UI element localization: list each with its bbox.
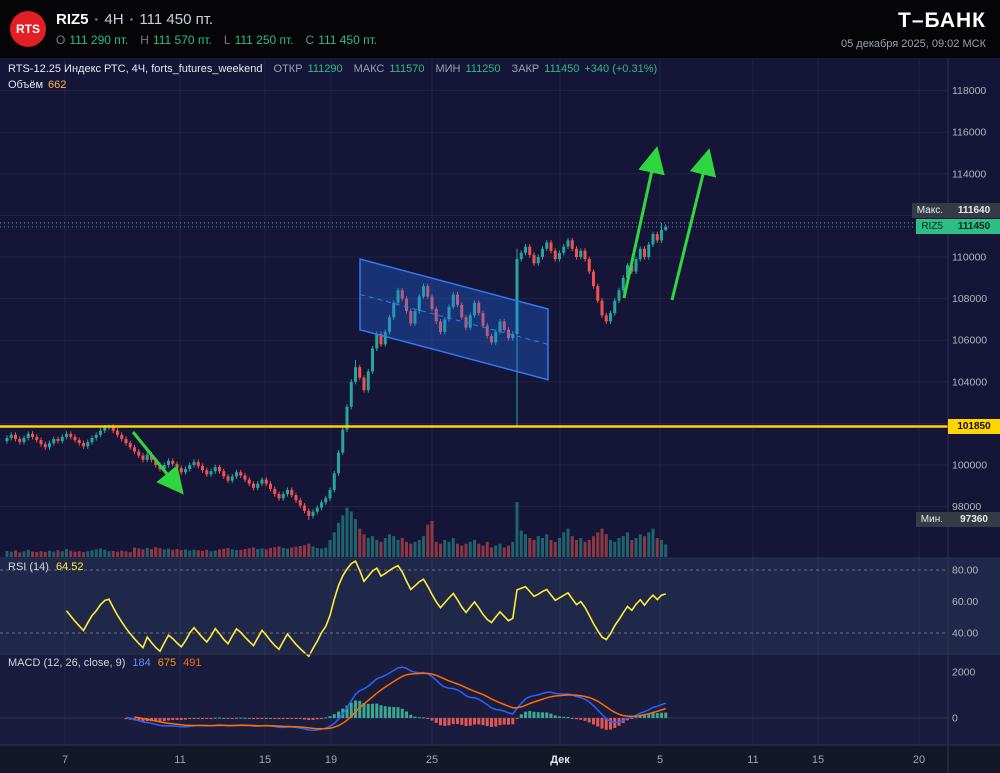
volume-value: 662: [48, 79, 67, 91]
svg-text:20: 20: [913, 754, 925, 766]
ohlc-close-value: 111 450 пт.: [318, 33, 378, 47]
volume-label: Объём: [8, 79, 44, 91]
separator-dot: •: [129, 13, 134, 26]
timeframe-selector[interactable]: 4H: [104, 11, 124, 28]
grid: [0, 58, 948, 745]
svg-text:0: 0: [952, 713, 958, 725]
high-value: 111570: [389, 63, 425, 75]
symbol-line: RIZ5 • 4H • 111 450 пт.: [56, 11, 377, 28]
header-right-block: Т–БАНК 05 декабря 2025, 09:02 МСК: [841, 9, 986, 50]
macd-value-3: 491: [183, 657, 202, 669]
ohlc-high-value: 111 570 пт.: [152, 33, 212, 47]
macd-histogram: [124, 700, 668, 730]
high-label: МАКС: [353, 63, 385, 75]
rsi-value: 64.52: [55, 561, 84, 573]
close-value: 111450: [544, 63, 580, 75]
svg-text:60.00: 60.00: [952, 596, 978, 608]
macd-signal-line: [134, 672, 667, 730]
min-tag: Мин.: [915, 512, 948, 528]
open-label: ОТКР: [273, 63, 303, 75]
ohlc-low-value: 111 250 пт.: [234, 33, 294, 47]
symbol-name[interactable]: RIZ5: [56, 11, 89, 28]
max-price-badge[interactable]: 111640: [948, 203, 1000, 219]
ohlc-open-label: O: [56, 33, 66, 47]
instrument-logo-text: RTS: [16, 22, 40, 36]
price-axis[interactable]: 98000 100000 104000 106000 108000 110000 11400…: [952, 85, 987, 724]
ohlc-low-label: L: [223, 33, 231, 47]
volume-legend-row: Объём 662: [8, 77, 657, 93]
header-ohlc: O 111 290 пт. H 111 570 пт. L 111 250 пт…: [56, 33, 377, 47]
svg-text:5: 5: [657, 754, 663, 766]
svg-text:104000: 104000: [952, 376, 987, 388]
channel-drawing[interactable]: [359, 258, 549, 381]
instrument-title: RTS-12.25 Индекс РТС, 4Ч, forts_futures_…: [8, 63, 263, 75]
svg-text:2000: 2000: [952, 667, 976, 679]
svg-text:15: 15: [259, 754, 271, 766]
svg-text:106000: 106000: [952, 335, 987, 347]
svg-text:110000: 110000: [952, 252, 986, 264]
pane-dividers: [0, 58, 1000, 773]
svg-text:7: 7: [62, 754, 68, 766]
symbol-tag: RIZ5: [916, 219, 948, 235]
svg-text:98000: 98000: [952, 501, 981, 513]
instrument-legend-row: RTS-12.25 Индекс РТС, 4Ч, forts_futures_…: [8, 61, 657, 77]
macd-label: MACD (12, 26, close, 9): [8, 657, 126, 669]
header-title-block: RIZ5 • 4H • 111 450 пт. O 111 290 пт. H …: [56, 11, 377, 47]
svg-text:11: 11: [174, 754, 185, 766]
svg-text:15: 15: [812, 754, 824, 766]
datetime-label: 05 декабря 2025, 09:02 МСК: [841, 37, 986, 50]
rsi-label: RSI (14): [8, 561, 49, 573]
price-lines[interactable]: [0, 222, 948, 428]
macd-legend: MACD (12, 26, close, 9) 184 675 491: [8, 657, 201, 669]
min-price-badge[interactable]: 97360: [948, 512, 1000, 528]
macd-value-1: 184: [132, 657, 151, 669]
trend-arrows[interactable]: [131, 146, 717, 495]
rsi-legend: RSI (14) 64.52: [8, 561, 84, 573]
svg-text:118000: 118000: [952, 85, 986, 97]
svg-text:116000: 116000: [952, 127, 986, 139]
svg-text:25: 25: [426, 754, 438, 766]
macd-value-2: 675: [157, 657, 177, 669]
svg-text:80.00: 80.00: [952, 565, 978, 577]
last-price-badge[interactable]: 111450: [948, 219, 1000, 235]
svg-text:11: 11: [747, 754, 758, 766]
volume-series: [5, 502, 668, 557]
ohlc-close-label: C: [305, 33, 315, 47]
chart-canvas[interactable]: 98000 100000 104000 106000 108000 110000 11400…: [0, 58, 1000, 773]
header: RTS RIZ5 • 4H • 111 450 пт. O 111 290 пт…: [0, 0, 1000, 58]
separator-dot: •: [94, 13, 99, 26]
low-label: МИН: [435, 63, 461, 75]
bank-logo: Т–БАНК: [898, 8, 986, 32]
svg-text:114000: 114000: [952, 168, 986, 180]
time-axis[interactable]: 7 11 15 19 25 Дек 5 11 15 20: [62, 754, 925, 766]
change-value: +340 (+0.31%): [584, 63, 658, 75]
chart-legend: RTS-12.25 Индекс РТС, 4Ч, forts_futures_…: [8, 61, 657, 93]
open-value: 111290: [307, 63, 343, 75]
instrument-logo: RTS: [10, 11, 46, 47]
low-value: 111250: [465, 63, 501, 75]
header-last-price: 111 450 пт.: [139, 11, 214, 28]
svg-text:40.00: 40.00: [952, 628, 978, 640]
svg-text:108000: 108000: [952, 293, 987, 305]
level-badge[interactable]: 101850: [948, 419, 1000, 435]
ohlc-high-label: H: [140, 33, 149, 47]
close-label: ЗАКР: [511, 63, 540, 75]
svg-text:Дек: Дек: [550, 754, 570, 766]
svg-text:19: 19: [325, 754, 337, 766]
rsi-line: [65, 559, 667, 658]
max-tag: Макс.: [911, 203, 948, 219]
chart-area[interactable]: 98000 100000 104000 106000 108000 110000 11400…: [0, 58, 1000, 773]
svg-text:100000: 100000: [952, 460, 987, 472]
ohlc-open-value: 111 290 пт.: [69, 33, 129, 47]
